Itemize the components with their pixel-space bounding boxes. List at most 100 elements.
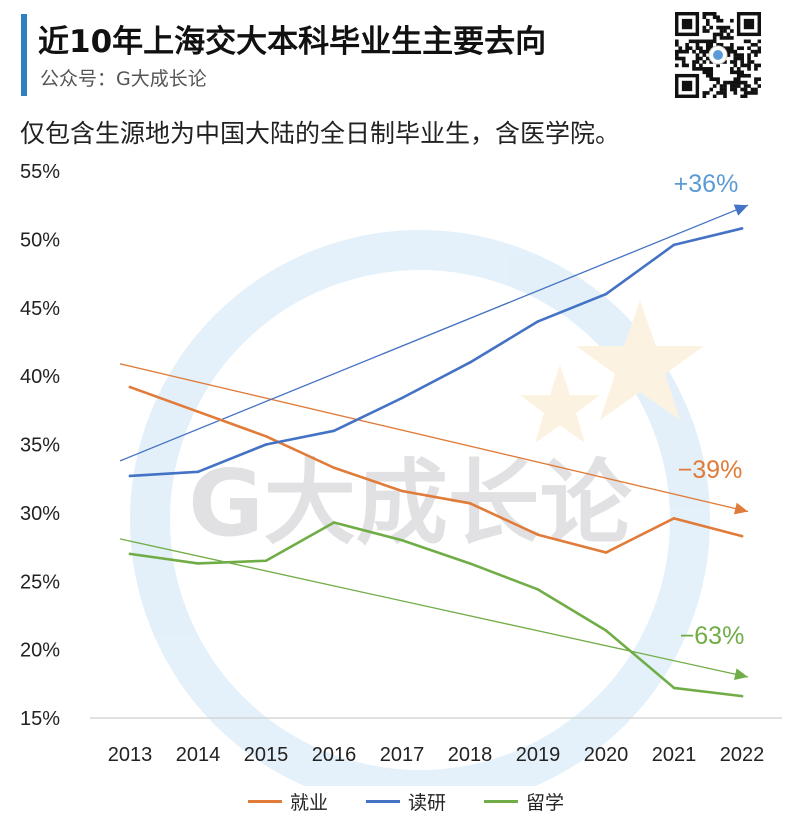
qr-module: [716, 42, 720, 47]
data-point-study_abroad: [332, 521, 336, 524]
qr-module: [723, 60, 727, 64]
data-point-employment: [468, 502, 472, 505]
qr-module: [726, 36, 731, 40]
qr-module: [675, 63, 679, 68]
qr-module: [747, 91, 751, 95]
chart-legend: 就业 读研 留学: [0, 786, 786, 816]
qr-module: [730, 18, 734, 23]
qr-module: [719, 32, 724, 37]
x-tick-label: 2014: [176, 744, 221, 766]
x-tick-label: 2015: [244, 744, 289, 766]
qr-module: [705, 12, 710, 16]
x-tick-label: 2019: [516, 744, 561, 766]
qr-module: [743, 84, 748, 88]
series-line-study_abroad: [128, 521, 744, 698]
legend-swatch: [366, 799, 400, 803]
qr-module: [743, 80, 748, 85]
qr-module: [681, 49, 686, 54]
qr-module: [685, 46, 689, 51]
qr-module: [740, 87, 744, 92]
qr-module: [685, 49, 689, 54]
qr-module: [754, 91, 758, 95]
qr-module: [726, 46, 731, 51]
qr-module: [719, 18, 724, 23]
qr-module: [685, 42, 689, 47]
qr-finder-core: [681, 80, 693, 92]
data-point-study_abroad: [536, 588, 540, 591]
qr-module: [730, 67, 734, 71]
y-tick-label: 25%: [20, 571, 60, 593]
qr-module: [747, 46, 751, 51]
data-point-study_abroad: [128, 552, 132, 556]
data-point-study_abroad: [264, 559, 268, 563]
qr-module: [747, 56, 751, 61]
qr-module: [675, 56, 679, 61]
qr-module: [726, 53, 731, 57]
qr-module: [675, 39, 679, 44]
x-tick-label: 2022: [720, 744, 765, 766]
qr-module: [702, 60, 707, 64]
qr-module: [702, 12, 707, 16]
qr-module: [709, 46, 714, 51]
data-point-graduate_study: [332, 429, 336, 433]
qr-module: [716, 80, 720, 85]
qr-module: [699, 39, 703, 44]
qr-module: [709, 87, 714, 92]
qr-module: [678, 56, 683, 61]
qr-module: [699, 56, 703, 61]
y-tick-label: 40%: [20, 366, 60, 388]
qr-module: [712, 12, 717, 16]
x-tick-label: 2017: [380, 744, 425, 766]
data-point-study_abroad: [604, 629, 608, 632]
qr-module: [757, 63, 761, 68]
qr-module: [709, 73, 714, 78]
qr-module: [712, 32, 717, 37]
qr-module: [757, 39, 761, 44]
x-tick-label: 2021: [652, 744, 697, 766]
qr-module: [733, 63, 738, 68]
qr-module: [740, 80, 744, 85]
qr-module: [730, 60, 734, 64]
title-accent-bar: [21, 14, 27, 96]
qr-module: [757, 46, 761, 51]
qr-module: [719, 91, 724, 95]
qr-module: [692, 49, 696, 54]
change-label-graduate_study: +36%: [674, 170, 739, 198]
legend-swatch: [248, 799, 282, 803]
qr-module: [743, 94, 748, 98]
qr-finder-core: [681, 18, 693, 30]
legend-item-study_abroad: 留学: [484, 786, 564, 816]
line-chart: G大成长论 55%50%45%40%35%30%25%20%15% 2013 20…: [20, 161, 782, 786]
data-point-graduate_study: [604, 292, 608, 296]
qr-module: [733, 77, 738, 81]
qr-module: [747, 84, 751, 88]
change-label-study_abroad: −63%: [680, 622, 745, 650]
qr-code-icon[interactable]: [675, 12, 761, 98]
qr-module: [726, 32, 731, 37]
qr-module: [695, 56, 700, 61]
qr-module: [692, 67, 696, 71]
qr-module: [702, 94, 707, 98]
qr-module: [702, 25, 707, 30]
qr-module: [736, 53, 741, 57]
qr-module: [702, 91, 707, 95]
data-point-employment: [400, 489, 404, 493]
qr-module: [705, 18, 710, 23]
qr-module: [719, 42, 724, 47]
qr-module: [747, 67, 751, 71]
qr-module: [730, 42, 734, 47]
qr-module: [681, 56, 686, 61]
qr-module: [736, 84, 741, 88]
qr-module: [733, 56, 738, 61]
qr-module: [754, 87, 758, 92]
qr-module: [736, 80, 741, 85]
data-point-employment: [332, 466, 336, 470]
y-tick-label: 35%: [20, 435, 60, 457]
qr-module: [688, 46, 693, 51]
qr-module: [747, 73, 751, 78]
qr-module: [712, 39, 717, 44]
qr-module: [723, 80, 727, 85]
qr-module: [675, 49, 679, 54]
qr-module: [699, 63, 703, 68]
qr-module: [733, 60, 738, 64]
